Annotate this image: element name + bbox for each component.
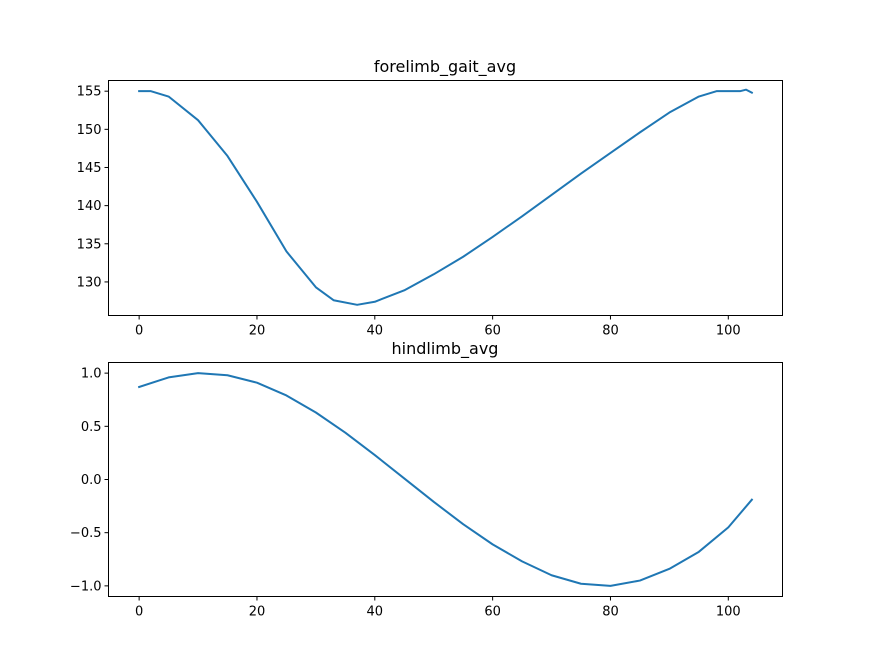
y-tick-label: 1.0 [81,367,102,382]
x-tick-label: 60 [484,605,501,620]
y-tick-label: 155 [77,85,102,100]
series-line [137,372,754,587]
series-line [138,88,754,306]
y-tick-label: −0.5 [70,526,102,541]
x-tick-label: 0 [135,324,143,339]
x-tick-label: 80 [602,324,619,339]
series-layer [137,372,754,587]
x-tick-label: 0 [135,605,143,620]
plot-frame [108,362,783,597]
plot-frame [108,80,783,316]
x-tick-label: 40 [367,605,384,620]
subplot-title: hindlimb_avg [392,339,499,359]
series-layer [138,88,754,306]
x-tick-label: 60 [484,324,501,339]
y-tick-label: 0.0 [81,473,102,488]
x-tick-label: 80 [602,605,619,620]
y-tick-label: −1.0 [70,579,102,594]
hindlimb-subplot: hindlimb_avg 0 20 40 60 80 100 −1.0 −0.5 0.0 0.5… [70,339,783,620]
y-tick-label: 145 [77,161,102,176]
y-axis-ticks: −1.0 −0.5 0.0 0.5 1.0 [70,367,109,594]
x-axis-ticks: 0 20 40 60 80 100 [135,596,741,620]
x-tick-label: 40 [367,324,384,339]
x-tick-label: 20 [249,324,266,339]
y-tick-label: 140 [77,199,102,214]
y-tick-label: 150 [77,123,102,138]
y-axis-ticks: 130 135 140 145 150 155 [77,85,109,290]
x-tick-label: 100 [716,605,741,620]
x-tick-label: 20 [249,605,266,620]
y-tick-label: 130 [77,275,102,290]
forelimb-gait-subplot: forelimb_gait_avg 0 20 40 60 80 100 130 135 140… [77,57,783,339]
x-tick-label: 100 [716,324,741,339]
subplot-title: forelimb_gait_avg [374,57,516,77]
x-axis-ticks: 0 20 40 60 80 100 [135,315,741,339]
y-tick-label: 0.5 [81,420,102,435]
y-tick-label: 135 [77,237,102,252]
